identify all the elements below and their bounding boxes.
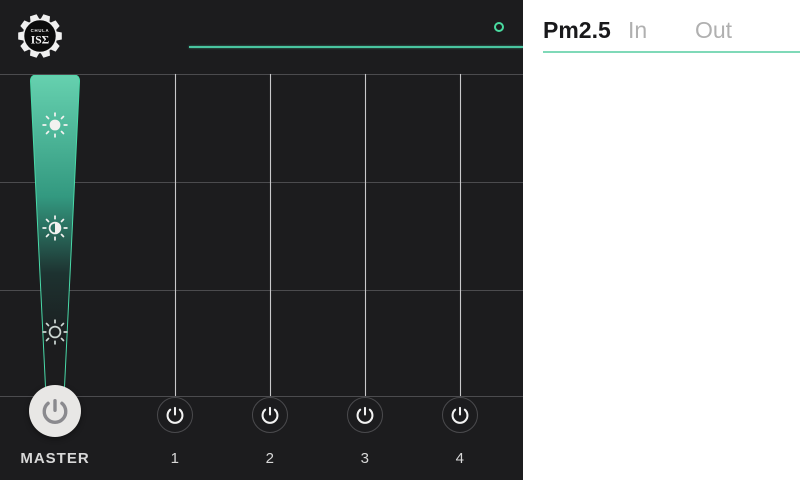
svg-text:ISΣ: ISΣ: [31, 35, 49, 47]
svg-text:CHULA: CHULA: [31, 28, 50, 33]
